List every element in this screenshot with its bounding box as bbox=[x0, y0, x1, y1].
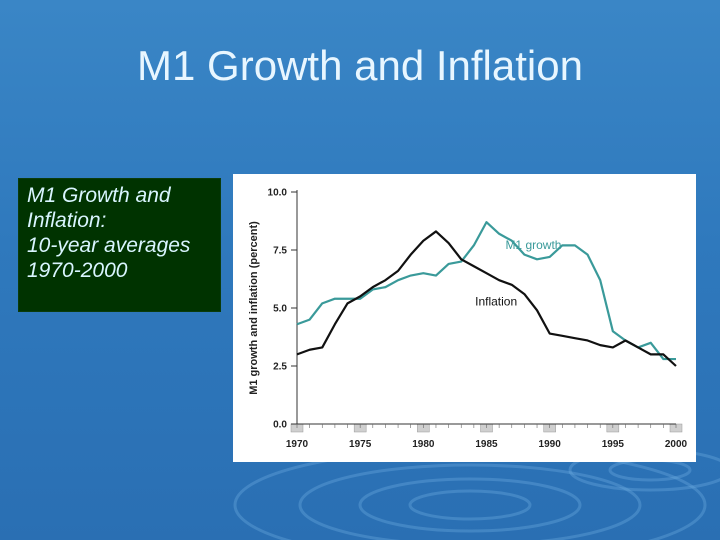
caption-line-2: Inflation: bbox=[27, 209, 107, 232]
caption-line-3: 10-year averages bbox=[27, 234, 191, 257]
y-tick-label-0: 0.0 bbox=[273, 420, 287, 431]
x-tick-label-3: 1985 bbox=[475, 439, 498, 450]
y-tick-label-2: 5.0 bbox=[273, 304, 287, 315]
caption-line-1: M1 Growth and bbox=[27, 184, 171, 207]
y-axis-title: M1 growth and inflation (percent) bbox=[248, 221, 260, 395]
x-tick-label-4: 1990 bbox=[539, 439, 562, 450]
caption-line-4: 1970-2000 bbox=[27, 259, 128, 282]
slide-title: M1 Growth and Inflation bbox=[137, 42, 583, 89]
x-tick-label-2: 1980 bbox=[412, 439, 435, 450]
series-line-m1-growth bbox=[296, 221, 676, 361]
series-label-inflation: Inflation bbox=[475, 295, 517, 309]
x-tick-label-0: 1970 bbox=[286, 439, 309, 450]
line-chart: 0.0 2.5 5.0 7.5 10.0 1970 1975 1980 1985 1990 1995… bbox=[248, 188, 688, 451]
y-tick-label-4: 10.0 bbox=[268, 188, 288, 199]
x-tick-label-5: 1995 bbox=[602, 439, 625, 450]
series-label-m1-growth: M1 growth bbox=[505, 238, 561, 252]
chart-panel: 0.0 2.5 5.0 7.5 10.0 1970 1975 1980 1985 1990 1995… bbox=[233, 174, 696, 462]
y-tick-label-1: 2.5 bbox=[273, 362, 287, 373]
series-line-inflation bbox=[296, 230, 677, 367]
y-tick-label-3: 7.5 bbox=[273, 246, 287, 257]
caption-box: M1 Growth and Inflation: 10-year average… bbox=[18, 178, 221, 312]
x-tick-label-6: 2000 bbox=[665, 439, 688, 450]
x-tick-label-1: 1975 bbox=[349, 439, 372, 450]
